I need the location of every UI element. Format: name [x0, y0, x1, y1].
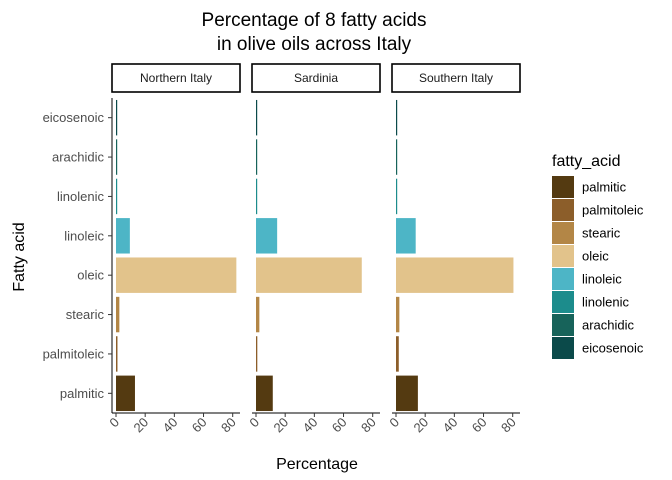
bar-linoleic [256, 218, 278, 254]
bar-oleic [396, 257, 514, 293]
bar-oleic [116, 257, 237, 293]
bar-arachidic [396, 139, 398, 175]
legend-label: palmitoleic [582, 203, 644, 218]
legend-label: stearic [582, 226, 621, 241]
legend-key-palmitic [552, 176, 574, 198]
bar-linolenic [396, 178, 398, 215]
legend-key-arachidic [552, 314, 574, 336]
bar-palmitoleic [396, 336, 399, 372]
facet-strip-label: Northern Italy [140, 71, 212, 85]
y-tick-label: linolenic [57, 189, 104, 204]
facet-strip [251, 63, 381, 93]
y-tick-label: oleic [77, 268, 104, 283]
legend-label: eicosenoic [582, 341, 644, 356]
bar-eicosenoic [256, 99, 258, 136]
legend-title: fatty_acid [552, 153, 620, 170]
bar-palmitic [116, 375, 135, 412]
bar-linoleic [116, 218, 130, 254]
legend-key-oleic [552, 245, 574, 267]
y-tick-label: arachidic [52, 150, 105, 165]
y-tick-label: palmitoleic [43, 346, 105, 361]
bar-stearic [116, 296, 120, 333]
legend-key-linolenic [552, 291, 574, 313]
bar-eicosenoic [396, 99, 398, 136]
facet-strip-label: Southern Italy [419, 71, 493, 85]
legend-label: palmitic [582, 180, 627, 195]
bar-linolenic [116, 178, 118, 215]
y-tick-label: stearic [66, 307, 105, 322]
x-axis-title: Percentage [276, 456, 358, 473]
legend-key-stearic [552, 222, 574, 244]
legend-key-eicosenoic [552, 337, 574, 359]
bar-palmitic [256, 375, 273, 412]
legend-label: oleic [582, 249, 609, 264]
legend-key-palmitoleic [552, 199, 574, 221]
y-tick-label: linoleic [64, 228, 104, 243]
legend: fatty_acid palmitic palmitoleic stearic ole… [552, 153, 644, 359]
bar-palmitic [396, 375, 418, 412]
y-tick-label: palmitic [60, 386, 105, 401]
legend-key-linoleic [552, 268, 574, 290]
facet-strip [391, 63, 521, 93]
bar-eicosenoic [116, 99, 118, 136]
bar-arachidic [116, 139, 118, 175]
bar-linoleic [396, 218, 416, 254]
bar-palmitoleic [256, 336, 258, 372]
legend-label: linolenic [582, 295, 629, 310]
chart-title-line-2: in olive oils across Italy [217, 34, 412, 55]
legend-label: arachidic [582, 318, 635, 333]
bar-arachidic [256, 139, 258, 175]
legend-label: linoleic [582, 272, 622, 287]
facet-strip [111, 63, 241, 93]
bar-stearic [256, 296, 260, 333]
bar-palmitoleic [116, 336, 118, 372]
bar-oleic [256, 257, 362, 293]
bar-stearic [396, 296, 400, 333]
y-tick-label: eicosenoic [43, 110, 105, 125]
chart-title-line-1: Percentage of 8 fatty acids [202, 10, 427, 31]
y-axis-title: Fatty acid [11, 222, 28, 291]
bar-linolenic [256, 178, 258, 215]
facet-strip-label: Sardinia [294, 71, 338, 85]
y-axis: palmitic palmitoleic stearic oleic linoleic l… [43, 98, 113, 413]
